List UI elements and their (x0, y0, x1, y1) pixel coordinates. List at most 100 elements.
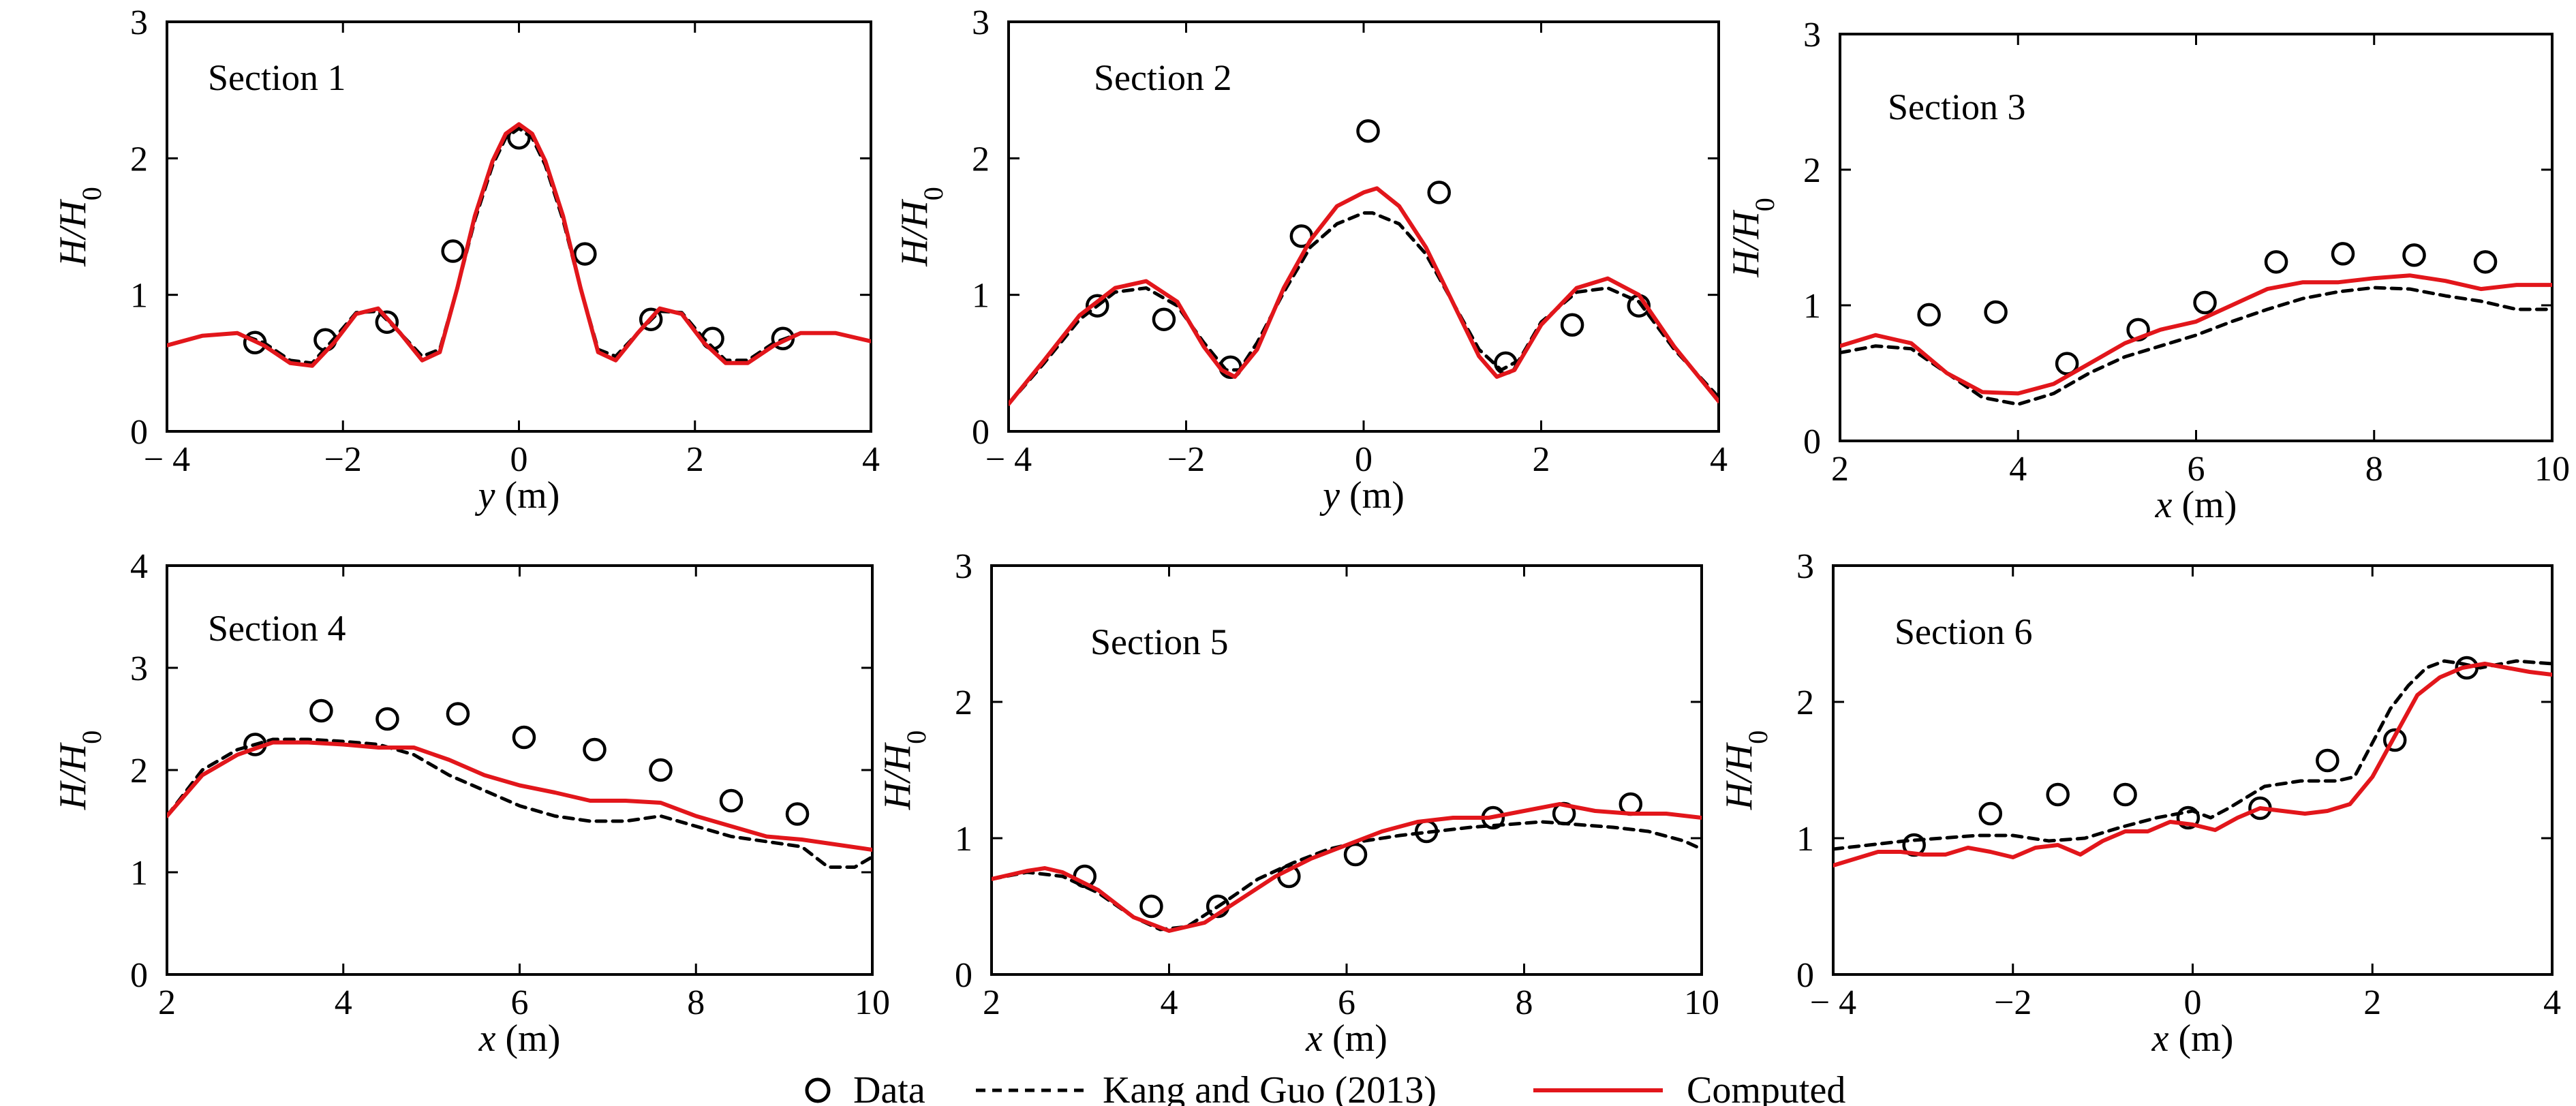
y-tick-label: 1 (1803, 287, 1821, 326)
data-point (2331, 242, 2355, 266)
x-tick-label: 6 (2188, 450, 2205, 489)
data-point (2264, 250, 2288, 274)
x-tick-label: 2 (1831, 450, 1849, 489)
x-tick-label: 8 (687, 983, 705, 1022)
plot-area (1840, 242, 2552, 406)
series-line-computed (167, 122, 871, 368)
x-axis-label: x (m) (2155, 484, 2237, 526)
panel-title: Section 5 (1090, 621, 1228, 662)
x-tick-label: −2 (1994, 983, 2031, 1022)
data-point (1917, 303, 1941, 327)
x-tick-label: 2 (2363, 983, 2381, 1022)
chart-legend: Data Kang and Guo (2013) Computed (805, 1069, 1845, 1106)
data-point (1152, 307, 1176, 331)
x-tick-label: − 4 (1810, 983, 1856, 1022)
x-tick-label: 8 (2365, 450, 2383, 489)
y-tick-label: 1 (972, 277, 990, 316)
legend-computed-label: Computed (1687, 1069, 1845, 1106)
data-point (719, 788, 743, 813)
y-tick-label: 2 (130, 752, 148, 790)
plot-area (167, 698, 872, 869)
y-tick-label: 0 (1796, 956, 1814, 995)
x-tick-label: 4 (2543, 983, 2561, 1022)
data-point (573, 242, 597, 266)
data-point (1343, 842, 1368, 867)
plot-area (992, 792, 1702, 933)
y-tick-label: 2 (972, 140, 990, 179)
series-line-kang-and-guo (1009, 211, 1719, 406)
x-tick-label: − 4 (985, 440, 1032, 479)
x-tick-label: 2 (983, 983, 1000, 1022)
data-point (375, 310, 399, 334)
panel-title: Section 1 (208, 57, 346, 98)
x-tick-label: 0 (510, 440, 528, 479)
x-tick-label: 4 (335, 983, 352, 1022)
y-axis-label: H/H0 (52, 187, 107, 266)
series-line-kang-and-guo (1833, 659, 2552, 851)
data-point (441, 239, 465, 263)
y-tick-label: 0 (130, 956, 148, 995)
x-axis-label: x (m) (478, 1017, 561, 1060)
x-axis-label: y (m) (1319, 474, 1405, 517)
series-line-kang-and-guo (167, 737, 872, 869)
x-tick-label: − 4 (144, 440, 190, 479)
panel-section-3: 2 4 6 8 10 0 1 2 3 x (m) H/H0 Section 3 (1725, 16, 2570, 526)
y-tick-label: 1 (130, 854, 148, 893)
y-axis-label: H/H0 (52, 731, 107, 810)
y-tick-label: 0 (130, 413, 148, 452)
y-tick-label: 3 (130, 649, 148, 688)
x-tick-label: 6 (511, 983, 529, 1022)
y-tick-label: 3 (955, 547, 972, 586)
data-point (1086, 294, 1109, 318)
data-point (785, 802, 810, 826)
x-tick-label: 10 (855, 983, 890, 1022)
y-tick-label: 2 (955, 683, 972, 722)
data-point (2473, 250, 2498, 274)
data-point (375, 707, 399, 731)
x-axis-label: x (m) (2151, 1017, 2234, 1060)
data-point (1139, 894, 1163, 919)
panel-section-4: 2 4 6 8 10 0 1 2 3 4 x (m) H/H0 Section 4 (52, 547, 890, 1060)
y-tick-label: 3 (1803, 16, 1821, 55)
series-line-computed (1840, 273, 2552, 396)
series-line-computed (1009, 186, 1719, 406)
x-tick-label: −2 (1167, 440, 1205, 479)
legend-kang-label: Kang and Guo (2013) (1103, 1069, 1437, 1106)
legend-data-label: Data (853, 1069, 925, 1106)
x-tick-label: 2 (158, 983, 176, 1022)
y-axis-label: H/H0 (893, 187, 949, 266)
series-line-computed (167, 740, 872, 852)
data-point (1356, 119, 1380, 143)
data-point (583, 737, 607, 762)
y-tick-label: 3 (130, 3, 148, 42)
y-axis-label: H/H0 (1725, 198, 1780, 277)
panel-title: Section 4 (208, 608, 346, 649)
data-point (2193, 290, 2217, 315)
data-point (2402, 243, 2426, 267)
y-tick-label: 2 (1803, 151, 1821, 190)
data-point (2046, 782, 2070, 807)
data-point (2113, 782, 2137, 807)
y-tick-label: 3 (1796, 547, 1814, 586)
plot-area (1009, 119, 1719, 406)
y-tick-label: 2 (1796, 683, 1814, 722)
x-tick-label: 0 (2184, 983, 2202, 1022)
data-point (512, 725, 536, 750)
plot-area (1833, 656, 2552, 867)
x-tick-label: 4 (862, 440, 880, 479)
data-point (1978, 801, 2003, 826)
x-tick-label: 10 (1684, 983, 1719, 1022)
x-tick-label: 4 (2009, 450, 2027, 489)
x-tick-label: −2 (324, 440, 362, 479)
x-tick-label: 4 (1161, 983, 1178, 1022)
y-axis-label: H/H0 (876, 731, 932, 810)
series-line-kang-and-guo (992, 820, 1702, 932)
y-tick-label: 1 (955, 820, 972, 859)
panel-section-2: − 4 −2 0 2 4 0 1 2 3 y (m) H/H0 Section 2 (893, 3, 1728, 517)
data-point (2176, 805, 2201, 830)
y-tick-label: 3 (972, 3, 990, 42)
x-tick-label: 8 (1516, 983, 1533, 1022)
x-tick-label: 2 (686, 440, 704, 479)
